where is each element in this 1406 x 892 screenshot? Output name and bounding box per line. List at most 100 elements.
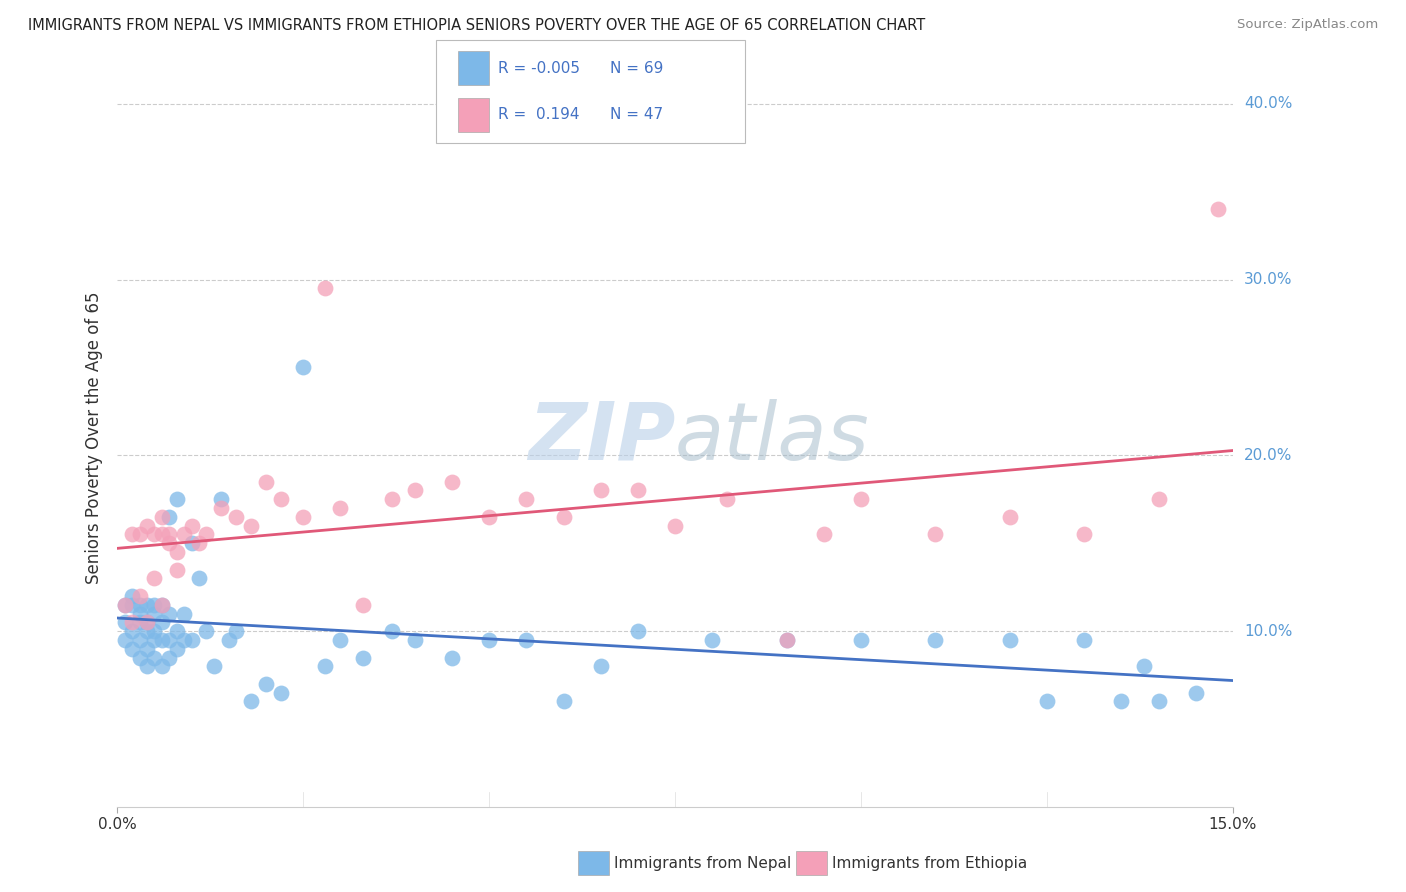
Point (270, 686, 292, 700)
Point (404, 483, 426, 498)
Point (173, 632, 195, 647)
Point (209, 492, 232, 507)
Point (314, 659, 336, 673)
Point (157, 527, 180, 541)
Point (352, 598, 374, 612)
Point (157, 650, 180, 665)
Point (218, 632, 240, 647)
Text: 40.0%: 40.0% (1244, 96, 1292, 112)
Point (143, 571, 166, 585)
Point (143, 527, 166, 541)
Point (136, 615, 159, 630)
Point (515, 632, 537, 647)
Point (157, 536, 180, 550)
Point (121, 589, 143, 603)
Point (128, 632, 150, 647)
Point (157, 607, 180, 621)
Point (114, 632, 136, 647)
Point (1073, 527, 1095, 541)
Y-axis label: Seniors Poverty Over the Age of 65: Seniors Poverty Over the Age of 65 (86, 292, 103, 584)
Point (702, 632, 724, 647)
Point (114, 615, 136, 630)
Point (136, 624, 159, 639)
Point (404, 632, 426, 647)
Point (114, 598, 136, 612)
Point (440, 650, 463, 665)
Point (924, 527, 946, 541)
Text: N = 69: N = 69 (610, 61, 664, 76)
Point (589, 659, 612, 673)
Point (314, 281, 336, 295)
Point (166, 492, 188, 507)
Point (381, 492, 404, 507)
Text: R =  0.194: R = 0.194 (498, 107, 579, 122)
Point (254, 677, 277, 691)
Text: Immigrants from Nepal: Immigrants from Nepal (614, 855, 792, 871)
Point (627, 624, 650, 639)
Point (166, 624, 188, 639)
Point (240, 518, 263, 533)
Point (128, 607, 150, 621)
Point (143, 624, 166, 639)
Point (225, 624, 247, 639)
Point (136, 659, 159, 673)
Point (136, 598, 159, 612)
Text: atlas: atlas (675, 399, 870, 476)
Point (195, 527, 218, 541)
Point (1147, 694, 1170, 708)
Point (121, 598, 143, 612)
Point (1184, 686, 1206, 700)
Point (128, 615, 150, 630)
Point (150, 615, 173, 630)
Text: N = 47: N = 47 (610, 107, 664, 122)
Point (225, 509, 247, 524)
Point (1073, 632, 1095, 647)
Point (143, 632, 166, 647)
Point (143, 598, 166, 612)
Text: ZIP: ZIP (527, 399, 675, 476)
Point (292, 360, 315, 375)
Point (114, 598, 136, 612)
Point (143, 650, 166, 665)
Point (157, 632, 180, 647)
Point (128, 650, 150, 665)
Point (329, 632, 352, 647)
Point (188, 536, 211, 550)
Point (121, 615, 143, 630)
Point (136, 615, 159, 630)
Text: IMMIGRANTS FROM NEPAL VS IMMIGRANTS FROM ETHIOPIA SENIORS POVERTY OVER THE AGE O: IMMIGRANTS FROM NEPAL VS IMMIGRANTS FROM… (28, 18, 925, 33)
Point (136, 518, 159, 533)
Point (166, 563, 188, 577)
Point (716, 492, 738, 507)
Point (188, 571, 211, 585)
Point (209, 501, 232, 516)
Point (128, 527, 150, 541)
Text: Source: ZipAtlas.com: Source: ZipAtlas.com (1237, 18, 1378, 31)
Point (121, 624, 143, 639)
Text: 30.0%: 30.0% (1244, 272, 1292, 287)
Point (1147, 492, 1170, 507)
Point (440, 475, 463, 489)
Point (813, 527, 835, 541)
Point (173, 527, 195, 541)
Text: Immigrants from Ethiopia: Immigrants from Ethiopia (832, 855, 1028, 871)
Point (1132, 659, 1154, 673)
Point (240, 694, 263, 708)
Point (627, 483, 650, 498)
Point (849, 632, 872, 647)
Point (515, 492, 537, 507)
Text: 20.0%: 20.0% (1244, 448, 1292, 463)
Point (143, 607, 166, 621)
Point (478, 632, 501, 647)
Point (150, 527, 173, 541)
Point (128, 589, 150, 603)
Point (150, 632, 173, 647)
Point (553, 694, 575, 708)
Point (128, 598, 150, 612)
Point (589, 483, 612, 498)
Point (1206, 202, 1229, 217)
Point (1036, 694, 1059, 708)
Point (292, 509, 315, 524)
Point (180, 536, 202, 550)
Point (121, 641, 143, 656)
